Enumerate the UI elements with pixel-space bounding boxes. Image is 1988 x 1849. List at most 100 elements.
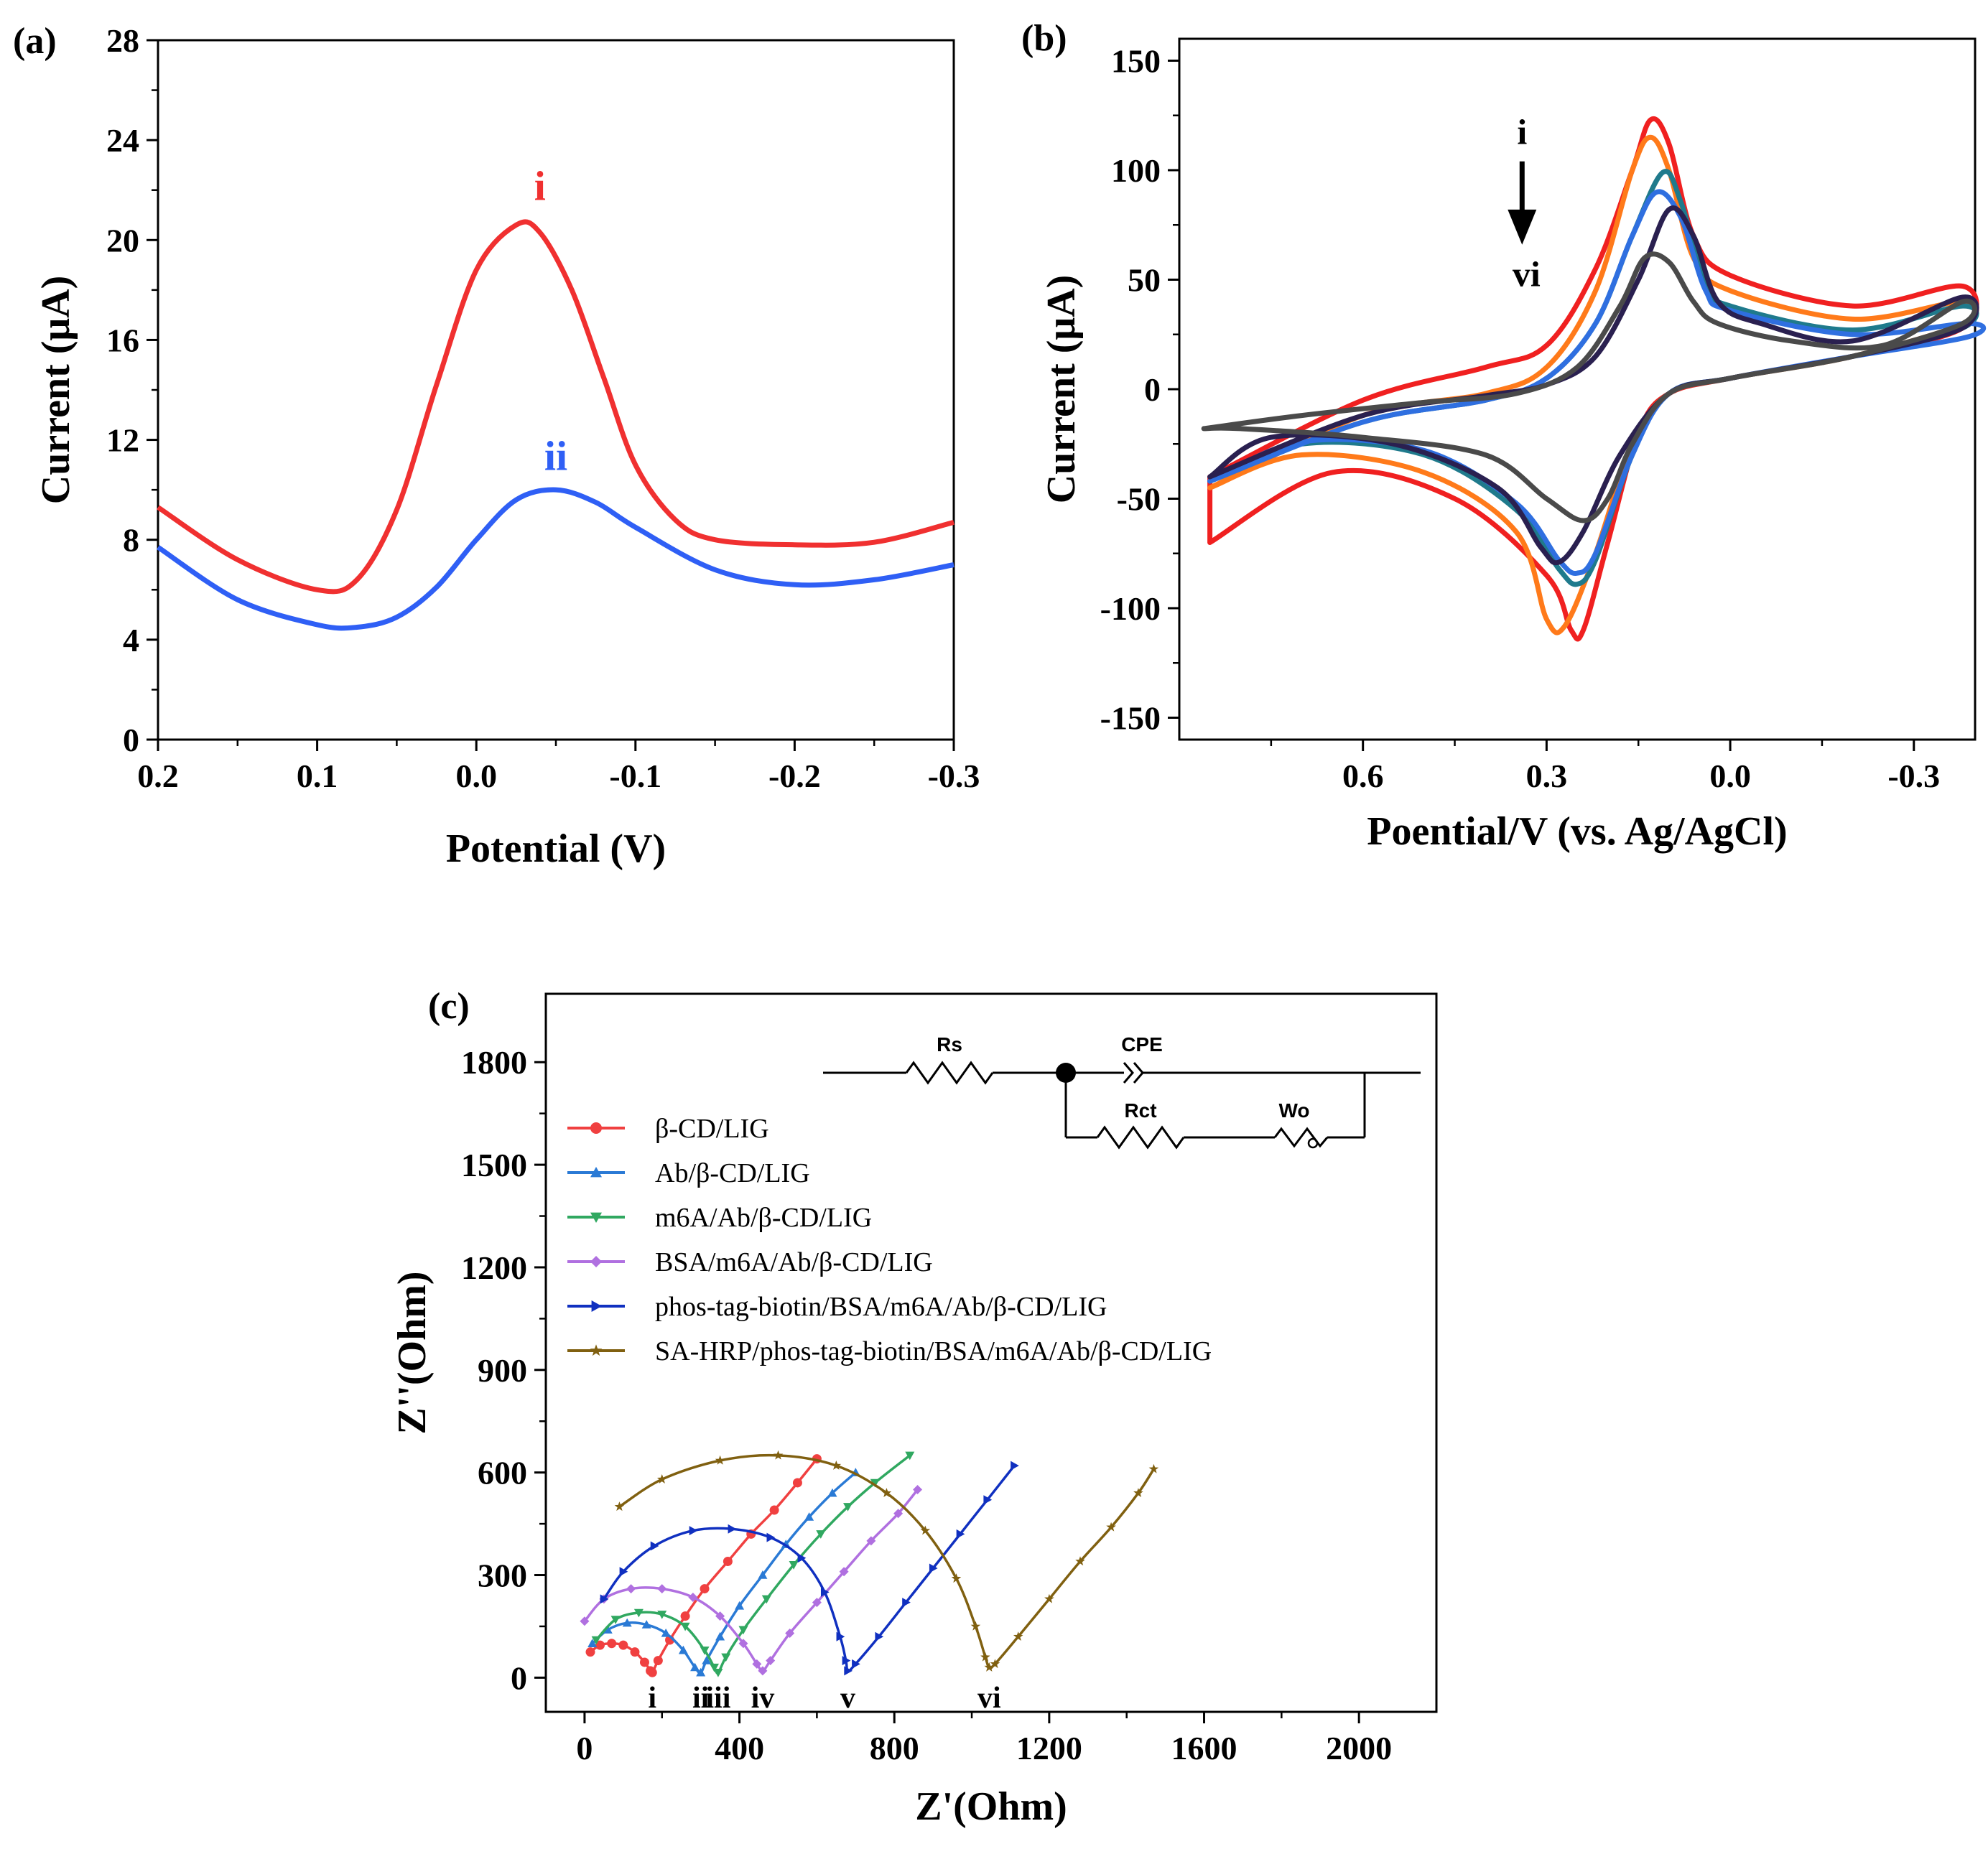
- panel-c-series-iii-point: [870, 1478, 880, 1488]
- panel-c-series-vi-point: [881, 1488, 892, 1497]
- panel-c-legend-label: phos-tag-biotin/BSA/m6A/Ab/β-CD/LIG: [655, 1292, 1107, 1322]
- panel-c-x-tick-label: 800: [870, 1730, 919, 1766]
- circuit-resistor-rs: [905, 1061, 994, 1085]
- panel-c-series-iv: [580, 1484, 923, 1676]
- panel-b-x-tick-label: 0.3: [1526, 758, 1568, 794]
- panel-c-series-vi-point: [990, 1659, 1000, 1669]
- circuit-warburg-mark: [1307, 1137, 1319, 1149]
- panel-c-series-v-point: [844, 1666, 853, 1676]
- panel-c-series-vi-point: [920, 1525, 931, 1535]
- panel-c-series-iii: [591, 1451, 915, 1677]
- panel-c-series-ii-point: [804, 1512, 814, 1521]
- circuit-label-cpe: CPE: [1121, 1033, 1163, 1056]
- panel-c-series-vi-point: [1044, 1593, 1054, 1603]
- panel-c-series-iii-point: [657, 1611, 667, 1619]
- panel-b-y-tick-label: 150: [1111, 43, 1161, 80]
- panel-b-label: (b): [1021, 18, 1067, 59]
- panel-c-series-i-point: [723, 1556, 733, 1566]
- panel-c-series-v-point: [842, 1656, 851, 1666]
- panel-c-series-v-point: [820, 1587, 830, 1597]
- panel-c-series-v-point: [600, 1594, 609, 1604]
- panel-c-legend-marker: [590, 1122, 602, 1134]
- panel-c-series-ii-point: [827, 1488, 837, 1497]
- panel-c-series-iii-point: [721, 1653, 731, 1662]
- panel-c-series-iv-point: [752, 1659, 762, 1669]
- panel-b-x-tick-label: 0.6: [1342, 758, 1384, 794]
- panel-c-series-iv-point: [715, 1611, 725, 1621]
- panel-c-series-ii-point: [702, 1656, 712, 1664]
- panel-c-series-iii-point: [680, 1622, 690, 1631]
- panel-c-series-ii-point: [678, 1645, 688, 1654]
- panel-c-series-iii-point: [843, 1503, 853, 1512]
- panel-a-annotation-i: i: [534, 163, 546, 210]
- panel-c-series-i-point: [630, 1647, 640, 1657]
- panel-c-curve-label-v: v: [840, 1682, 855, 1715]
- panel-c-series-i-point: [585, 1647, 595, 1657]
- panel-c-series-iv-point: [626, 1584, 636, 1594]
- panel-c-series-ii-line: [591, 1471, 857, 1675]
- panel-c-series-iii-point: [710, 1663, 720, 1672]
- panel-c-curve-label-iv: iv: [751, 1682, 775, 1715]
- panel-c-series-iv-point: [657, 1584, 667, 1594]
- panel-c-series-ii-point: [587, 1639, 598, 1647]
- panel-b: -150 -100 -50 0 50 100 150 0.6 0.3 0.0 -0.3 Poentia…: [1021, 18, 1986, 854]
- panel-c-series-iii-point: [700, 1647, 710, 1655]
- panel-b-y-tick-label: -150: [1100, 700, 1161, 737]
- panel-c-series-iii-point: [610, 1616, 621, 1624]
- panel-c-series-iii-point: [905, 1451, 915, 1461]
- panel-c-series-vi-point: [715, 1455, 725, 1465]
- panel-c-series-vi-point: [831, 1461, 842, 1470]
- panel-c-series-iii-point: [713, 1669, 723, 1677]
- panel-c-series-iii-point: [816, 1530, 826, 1539]
- panel-b-x-axis-label: Poential/V (vs. Ag/AgCl): [1367, 809, 1787, 854]
- panel-c-series-ii-point: [696, 1667, 706, 1677]
- panel-a-y-tick-label: 24: [106, 122, 139, 159]
- panel-c-y-tick-label: 900: [478, 1352, 527, 1389]
- panel-c-curve-label-i: i: [648, 1682, 656, 1715]
- panel-a-y-tick-label: 0: [123, 722, 139, 758]
- panel-c-label: (c): [428, 986, 470, 1027]
- panel-c-legend-label: m6A/Ab/β-CD/LIG: [655, 1203, 872, 1233]
- panel-a-y-tick-label: 4: [123, 622, 139, 658]
- panel-c-series-v-point: [650, 1541, 659, 1551]
- panel-c-series-iii-line: [595, 1454, 911, 1675]
- panel-a-x-tick-label: -0.3: [928, 758, 980, 794]
- panel-c-y-tick-label: 0: [511, 1659, 527, 1696]
- panel-c-series-iii-point: [633, 1608, 644, 1618]
- panel-b-series-vi-line: [1201, 251, 1978, 523]
- panel-c-series-iv-point: [738, 1639, 748, 1649]
- circuit-label-rct: Rct: [1124, 1099, 1156, 1122]
- panel-c-series-iii-point: [738, 1626, 748, 1635]
- panel-c-y-tick-label: 1200: [461, 1249, 527, 1286]
- panel-c-series-vi-point: [1148, 1463, 1159, 1473]
- panel-c-y-tick-label: 1800: [461, 1044, 527, 1081]
- panel-c-series-ii-point: [735, 1601, 745, 1610]
- panel-c-series-v-point: [956, 1529, 965, 1539]
- panel-c-series-i-point: [680, 1611, 690, 1621]
- panel-c-series-ii-point: [641, 1620, 651, 1629]
- panel-a: 0 4 8 12 16 20 24 28 0.2 0.1 0.0 -0.1 -0.2 -0.3 Potent…: [13, 21, 980, 871]
- panel-c-x-tick-label: 0: [576, 1730, 593, 1766]
- panel-c-series-vi-point: [614, 1501, 625, 1512]
- panel-c-series-vi-point: [773, 1450, 784, 1460]
- panel-b-y-tick-label: 0: [1144, 371, 1161, 408]
- panel-b-y-tick-label: -50: [1117, 481, 1161, 518]
- panel-c-series-vi-point: [970, 1621, 981, 1631]
- panel-b-annotation-top: i: [1517, 111, 1527, 152]
- panel-c-legend-marker: [590, 1344, 603, 1356]
- panel-a-x-tick-label: -0.1: [609, 758, 661, 794]
- panel-a-y-tick-label: 8: [123, 522, 139, 559]
- circuit-label-rs: Rs: [937, 1033, 962, 1056]
- panel-a-y-tick-label: 12: [106, 422, 139, 459]
- panel-c-y-axis-label: Z''(Ohm): [390, 1271, 435, 1434]
- panel-c-series-iv-point: [758, 1666, 768, 1676]
- panel-c-series-i: [585, 1454, 822, 1677]
- panel-c-series-v-point: [902, 1598, 911, 1608]
- panel-c-series-ii-point: [715, 1631, 725, 1641]
- panel-c-legend-label: BSA/m6A/Ab/β-CD/LIG: [655, 1247, 933, 1277]
- panel-c-frame: [544, 992, 1438, 1713]
- panel-c-series-iv-point: [785, 1628, 795, 1638]
- panel-c-series-iv-point: [812, 1598, 822, 1608]
- panel-a-y-tick-label: 16: [106, 322, 139, 358]
